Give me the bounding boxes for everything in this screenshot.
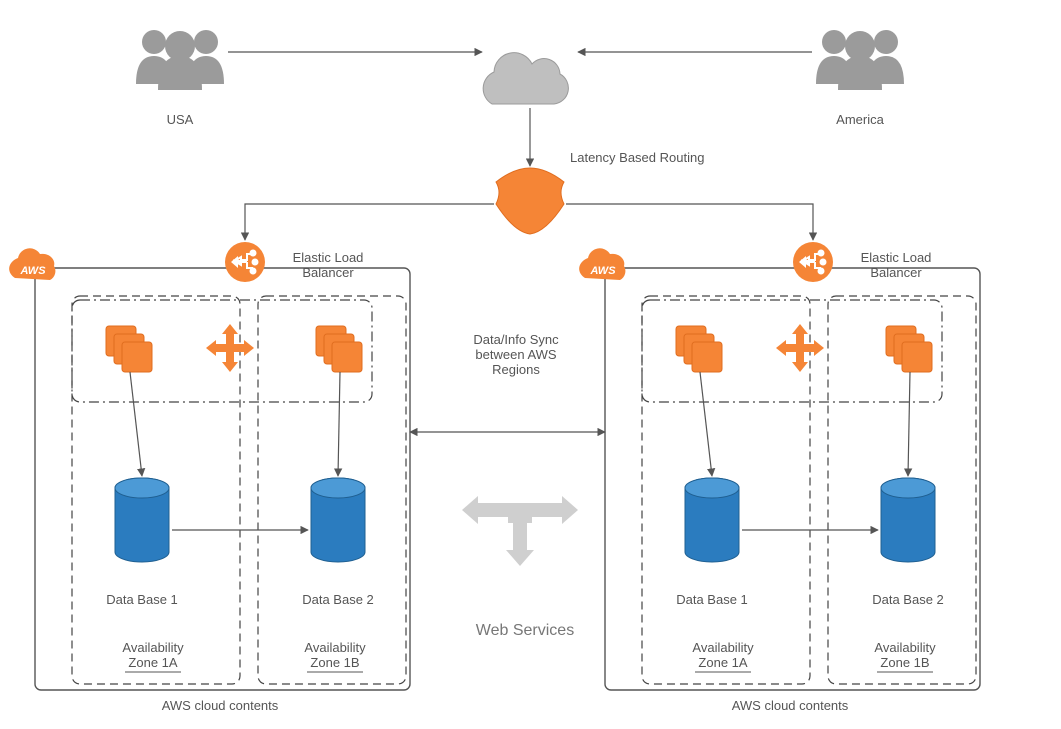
label-az1b-l: Availability Zone 1B: [290, 640, 380, 670]
label-db1-r: Data Base 1: [672, 592, 752, 607]
label-contents-l: AWS cloud contents: [130, 698, 310, 713]
label-db2-r: Data Base 2: [868, 592, 948, 607]
label-usa: USA: [145, 112, 215, 127]
svg-text:AWS: AWS: [589, 265, 616, 277]
label-sync: Data/Info Sync between AWS Regions: [446, 332, 586, 377]
label-elb-left: Elastic Load Balancer: [278, 250, 378, 280]
label-latency: Latency Based Routing: [570, 150, 740, 165]
svg-text:AWS: AWS: [19, 265, 46, 277]
label-contents-r: AWS cloud contents: [700, 698, 880, 713]
label-az1b-r: Availability Zone 1B: [860, 640, 950, 670]
label-db2-l: Data Base 2: [298, 592, 378, 607]
label-az1a-r: Availability Zone 1A: [678, 640, 768, 670]
label-db1-l: Data Base 1: [102, 592, 182, 607]
label-america: America: [825, 112, 895, 127]
label-web-services: Web Services: [455, 622, 595, 640]
label-az1a-l: Availability Zone 1A: [108, 640, 198, 670]
label-elb-right: Elastic Load Balancer: [846, 250, 946, 280]
